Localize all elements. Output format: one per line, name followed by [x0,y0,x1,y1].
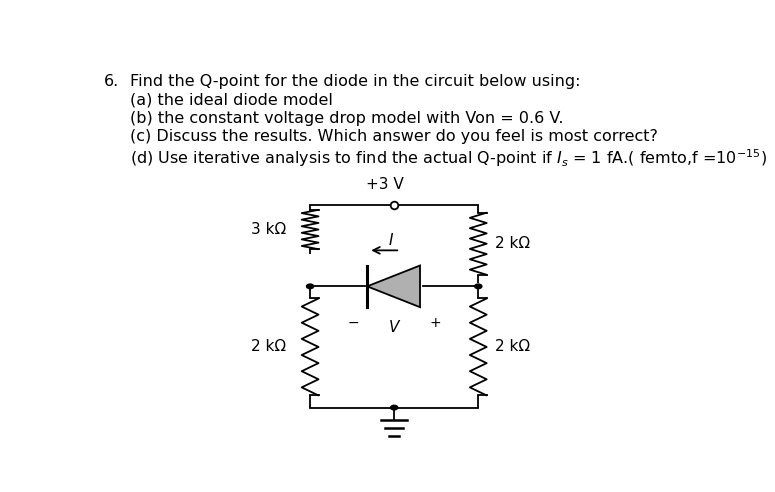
Polygon shape [367,266,420,307]
Text: $I$: $I$ [388,232,394,248]
Text: +3 V: +3 V [367,177,404,191]
Text: (d) Use iterative analysis to find the actual Q-point if $I_s$ = 1 fA.( femto,f : (d) Use iterative analysis to find the a… [130,147,767,169]
Text: (a) the ideal diode model: (a) the ideal diode model [130,92,332,107]
Text: 3 kΩ: 3 kΩ [251,222,286,237]
Text: 2 kΩ: 2 kΩ [495,236,530,251]
Circle shape [306,284,314,289]
Text: 2 kΩ: 2 kΩ [495,339,530,354]
Circle shape [474,284,482,289]
Text: (b) the constant voltage drop model with Von = 0.6 V.: (b) the constant voltage drop model with… [130,111,563,125]
Text: Find the Q-point for the diode in the circuit below using:: Find the Q-point for the diode in the ci… [130,74,580,89]
Text: +: + [429,315,441,330]
Text: 6.: 6. [104,74,119,89]
Circle shape [391,405,398,410]
Text: $V$: $V$ [388,318,401,335]
Text: (c) Discuss the results. Which answer do you feel is most correct?: (c) Discuss the results. Which answer do… [130,129,658,144]
Text: 2 kΩ: 2 kΩ [251,339,286,354]
Text: −: − [347,315,359,330]
